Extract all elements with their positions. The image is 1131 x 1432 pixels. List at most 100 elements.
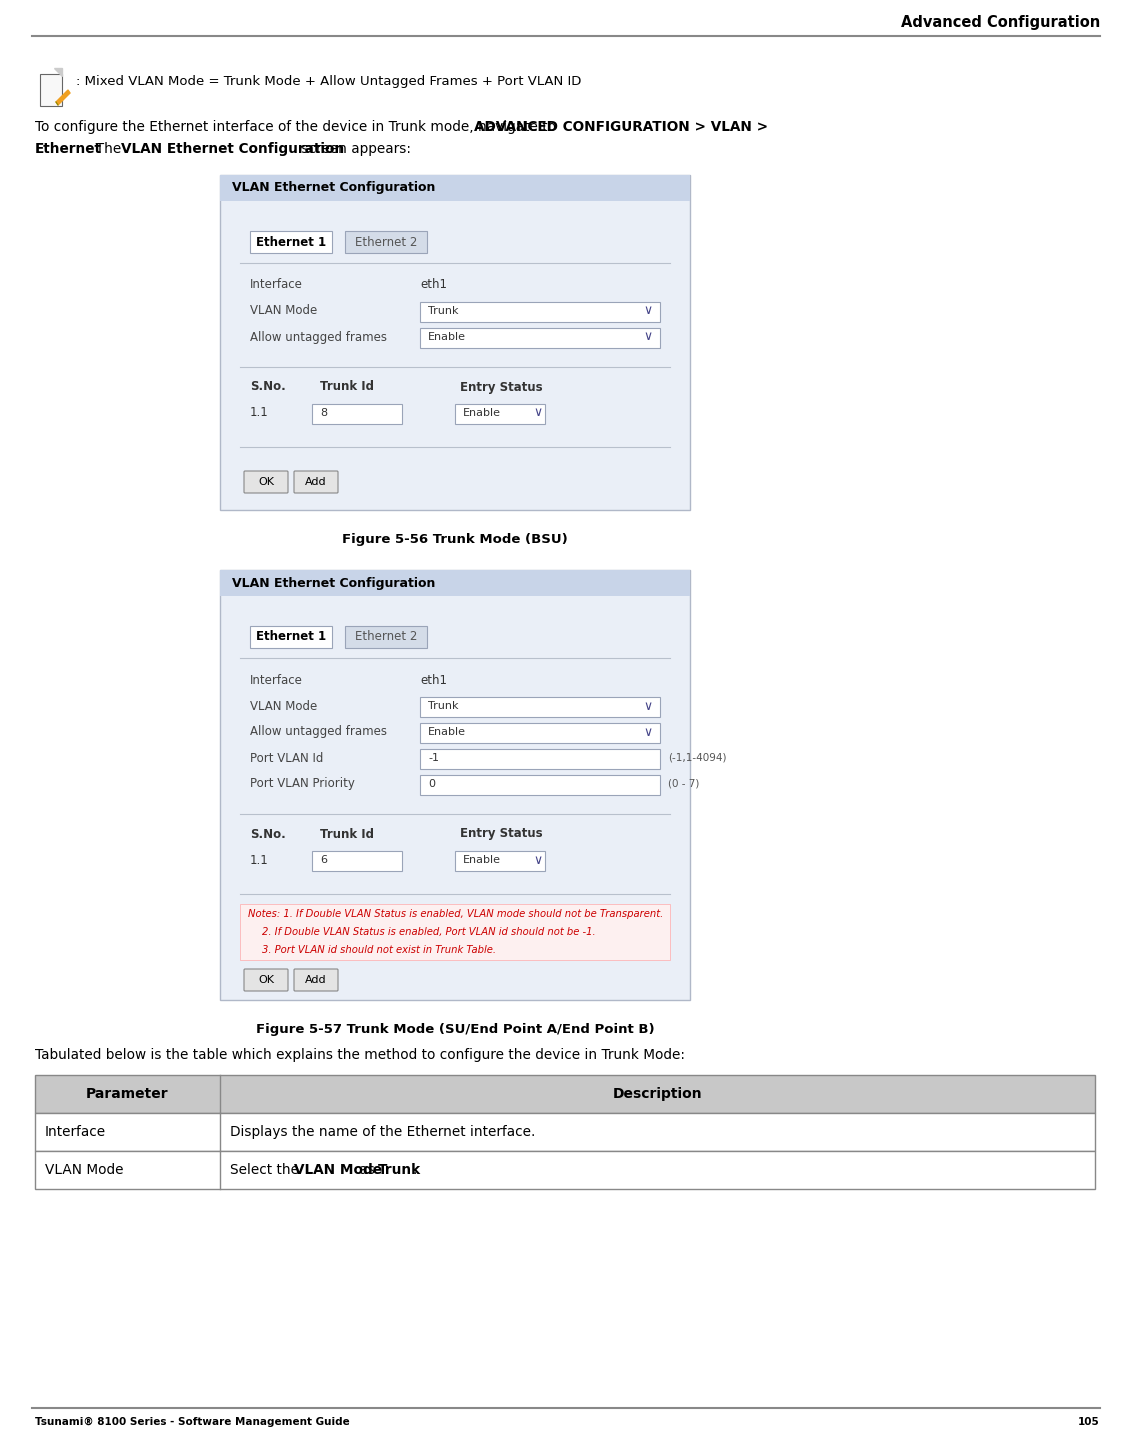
FancyBboxPatch shape [420,302,661,322]
Text: Displays the name of the Ethernet interface.: Displays the name of the Ethernet interf… [230,1126,535,1138]
Text: Figure 5-57 Trunk Mode (SU/End Point A/End Point B): Figure 5-57 Trunk Mode (SU/End Point A/E… [256,1024,655,1037]
Text: S.No.: S.No. [250,828,286,841]
Text: Ethernet 1: Ethernet 1 [256,235,326,249]
Text: Notes: 1. If Double VLAN Status is enabled, VLAN mode should not be Transparent.: Notes: 1. If Double VLAN Status is enabl… [248,909,663,919]
Text: Allow untagged frames: Allow untagged frames [250,331,387,344]
FancyBboxPatch shape [420,723,661,743]
Bar [35,1113,1095,1151]
Text: Port VLAN Priority: Port VLAN Priority [250,778,355,790]
Text: Enable: Enable [428,727,466,737]
Text: Ethernet 2: Ethernet 2 [355,630,417,643]
Text: Allow untagged frames: Allow untagged frames [250,726,387,739]
Text: screen appears:: screen appears: [296,142,411,156]
Text: ∨: ∨ [534,407,543,420]
Bar [240,904,670,959]
Text: ADVANCED CONFIGURATION > VLAN >: ADVANCED CONFIGURATION > VLAN > [474,120,768,135]
Text: : Mixed VLAN Mode = Trunk Mode + Allow Untagged Frames + Port VLAN ID: : Mixed VLAN Mode = Trunk Mode + Allow U… [76,76,581,89]
FancyBboxPatch shape [312,404,402,424]
Text: VLAN Mode: VLAN Mode [294,1163,382,1177]
Text: Trunk: Trunk [428,306,458,316]
Text: 1.1: 1.1 [250,853,269,866]
FancyBboxPatch shape [294,969,338,991]
Text: OK: OK [258,975,274,985]
FancyBboxPatch shape [40,74,62,106]
Text: 2. If Double VLAN Status is enabled, Port VLAN id should not be -1.: 2. If Double VLAN Status is enabled, Por… [262,927,596,937]
Text: VLAN Ethernet Configuration: VLAN Ethernet Configuration [232,577,435,590]
Text: ∨: ∨ [534,853,543,866]
Text: Ethernet 2: Ethernet 2 [355,235,417,249]
Polygon shape [54,67,62,76]
Text: (-1,1-4094): (-1,1-4094) [668,753,726,763]
FancyBboxPatch shape [420,749,661,769]
Text: VLAN Ethernet Configuration: VLAN Ethernet Configuration [232,182,435,195]
Text: 6: 6 [320,855,327,865]
Text: as: as [355,1163,379,1177]
Text: VLAN Mode: VLAN Mode [45,1163,123,1177]
Text: 8: 8 [320,408,327,418]
Bar [35,1151,1095,1189]
Text: Trunk Id: Trunk Id [320,381,374,394]
Text: Add: Add [305,477,327,487]
Text: Add: Add [305,975,327,985]
FancyBboxPatch shape [250,231,333,253]
Bar [221,175,690,510]
Text: Trunk: Trunk [378,1163,422,1177]
Text: Trunk Id: Trunk Id [320,828,374,841]
Text: Figure 5-56 Trunk Mode (BSU): Figure 5-56 Trunk Mode (BSU) [342,534,568,547]
Bar [221,570,690,1000]
FancyBboxPatch shape [455,404,545,424]
Text: ∨: ∨ [644,305,653,318]
FancyBboxPatch shape [244,471,288,493]
FancyBboxPatch shape [250,626,333,649]
Text: ∨: ∨ [644,331,653,344]
Text: Tabulated below is the table which explains the method to configure the device i: Tabulated below is the table which expla… [35,1048,685,1063]
Text: ∨: ∨ [644,699,653,713]
Text: Entry Status: Entry Status [460,381,543,394]
Text: Description: Description [613,1087,702,1101]
FancyBboxPatch shape [345,626,428,649]
Text: VLAN Mode: VLAN Mode [250,305,318,318]
Text: Trunk: Trunk [428,702,458,712]
Text: Interface: Interface [250,673,303,686]
Text: Select the: Select the [230,1163,303,1177]
Text: Enable: Enable [463,408,501,418]
FancyBboxPatch shape [420,775,661,795]
Text: OK: OK [258,477,274,487]
Polygon shape [57,90,70,105]
Text: Advanced Configuration: Advanced Configuration [900,14,1100,30]
Text: 0: 0 [428,779,435,789]
Text: S.No.: S.No. [250,381,286,394]
Text: eth1: eth1 [420,673,447,686]
Text: Parameter: Parameter [86,1087,169,1101]
FancyBboxPatch shape [345,231,428,253]
Bar [221,570,690,596]
Text: Enable: Enable [463,855,501,865]
Text: Enable: Enable [428,332,466,342]
Text: Ethernet 1: Ethernet 1 [256,630,326,643]
Text: VLAN Mode: VLAN Mode [250,699,318,713]
Text: . The: . The [87,142,126,156]
Text: -1: -1 [428,753,439,763]
FancyBboxPatch shape [294,471,338,493]
Text: 3. Port VLAN id should not exist in Trunk Table.: 3. Port VLAN id should not exist in Trun… [262,945,497,955]
FancyBboxPatch shape [420,697,661,717]
Text: VLAN Ethernet Configuration: VLAN Ethernet Configuration [121,142,345,156]
Text: (0 - 7): (0 - 7) [668,779,699,789]
FancyBboxPatch shape [455,851,545,871]
Text: Ethernet: Ethernet [35,142,102,156]
Text: .: . [412,1163,416,1177]
FancyBboxPatch shape [312,851,402,871]
Text: Entry Status: Entry Status [460,828,543,841]
FancyBboxPatch shape [244,969,288,991]
Text: 105: 105 [1078,1418,1100,1428]
Text: Tsunami® 8100 Series - Software Management Guide: Tsunami® 8100 Series - Software Manageme… [35,1416,349,1428]
Text: eth1: eth1 [420,278,447,292]
Bar [35,1075,1095,1113]
Text: 1.1: 1.1 [250,407,269,420]
Text: To configure the Ethernet interface of the device in Trunk mode, navigate to: To configure the Ethernet interface of t… [35,120,560,135]
Text: Interface: Interface [250,278,303,292]
FancyBboxPatch shape [420,328,661,348]
Text: Port VLAN Id: Port VLAN Id [250,752,323,765]
Text: ∨: ∨ [644,726,653,739]
Text: Interface: Interface [45,1126,106,1138]
